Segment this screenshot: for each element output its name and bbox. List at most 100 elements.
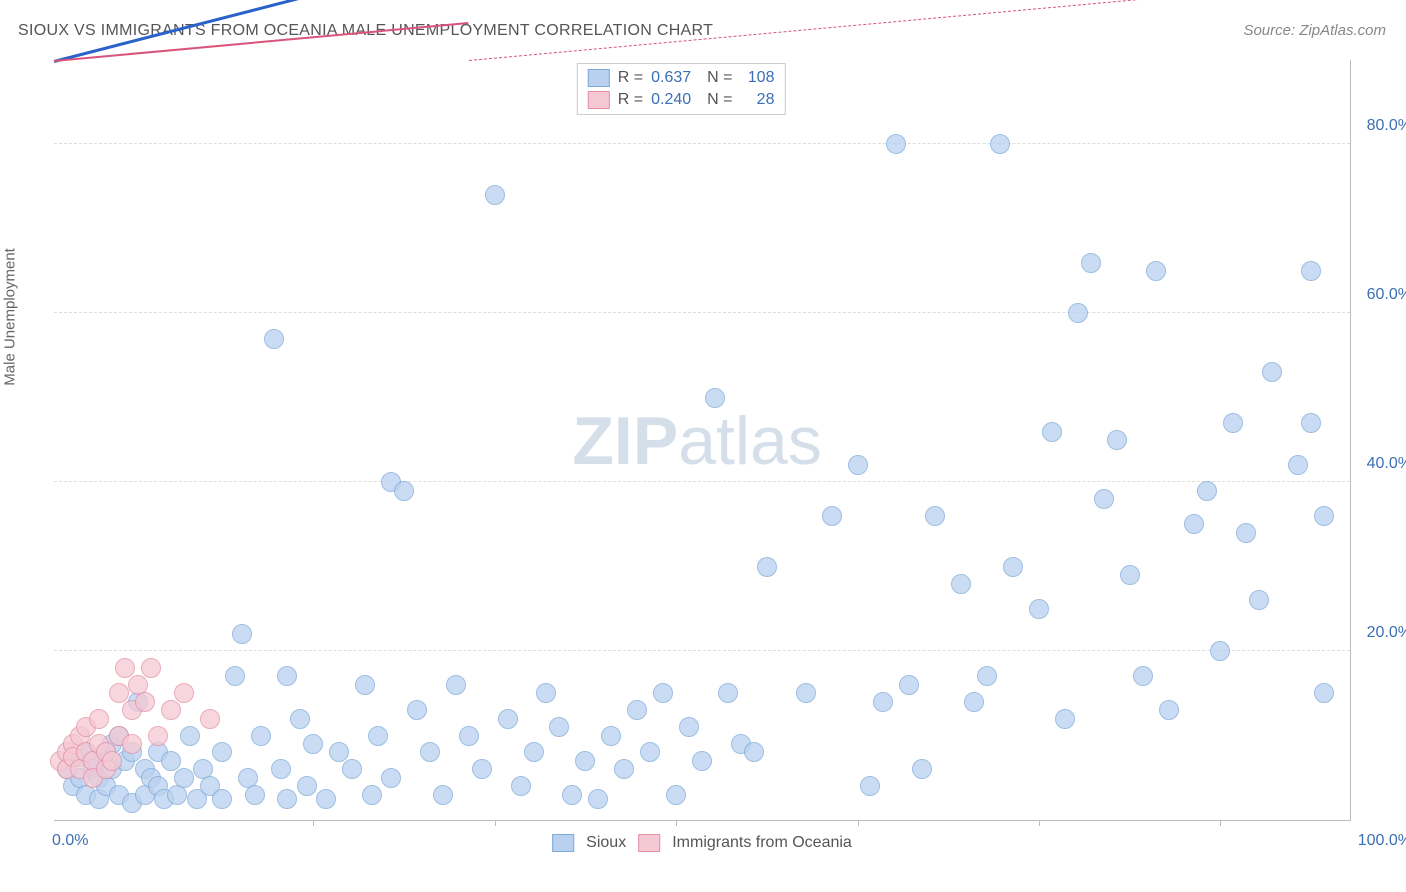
data-point-oceania bbox=[200, 709, 220, 729]
data-point-sioux bbox=[718, 683, 738, 703]
data-point-oceania bbox=[109, 683, 129, 703]
data-point-sioux bbox=[407, 700, 427, 720]
data-point-sioux bbox=[485, 185, 505, 205]
r-value: 0.637 bbox=[651, 67, 699, 89]
data-point-sioux bbox=[1107, 430, 1127, 450]
data-point-sioux bbox=[524, 742, 544, 762]
legend-swatch bbox=[588, 91, 610, 109]
data-point-oceania bbox=[174, 683, 194, 703]
source-attribution: Source: ZipAtlas.com bbox=[1243, 22, 1386, 39]
n-label: N = bbox=[707, 89, 732, 111]
data-point-sioux bbox=[1120, 565, 1140, 585]
data-point-sioux bbox=[575, 751, 595, 771]
correlation-legend: R =0.637N =108R =0.240N =28 bbox=[577, 63, 786, 115]
data-point-sioux bbox=[277, 666, 297, 686]
r-value: 0.240 bbox=[651, 89, 699, 111]
r-label: R = bbox=[618, 89, 643, 111]
x-tick-label-min: 0.0% bbox=[52, 832, 88, 850]
scatter-chart: ZIPatlas R =0.637N =108R =0.240N =28 0.0… bbox=[54, 60, 1351, 821]
data-point-sioux bbox=[251, 726, 271, 746]
data-point-sioux bbox=[459, 726, 479, 746]
data-point-sioux bbox=[420, 742, 440, 762]
data-point-sioux bbox=[1262, 362, 1282, 382]
data-point-sioux bbox=[692, 751, 712, 771]
data-point-sioux bbox=[562, 785, 582, 805]
data-point-sioux bbox=[1288, 455, 1308, 475]
y-axis-label: Male Unemployment bbox=[2, 248, 19, 386]
data-point-sioux bbox=[1210, 641, 1230, 661]
data-point-sioux bbox=[394, 481, 414, 501]
data-point-sioux bbox=[912, 759, 932, 779]
legend-label: Immigrants from Oceania bbox=[672, 834, 852, 852]
legend-swatch bbox=[588, 69, 610, 87]
y-tick-label: 20.0% bbox=[1367, 624, 1406, 642]
x-tick-label-max: 100.0% bbox=[1358, 832, 1406, 850]
data-point-sioux bbox=[601, 726, 621, 746]
data-point-sioux bbox=[653, 683, 673, 703]
data-point-oceania bbox=[161, 700, 181, 720]
data-point-sioux bbox=[848, 455, 868, 475]
data-point-oceania bbox=[122, 734, 142, 754]
data-point-sioux bbox=[1133, 666, 1153, 686]
data-point-sioux bbox=[705, 388, 725, 408]
data-point-sioux bbox=[1301, 413, 1321, 433]
watermark-atlas: atlas bbox=[678, 403, 822, 479]
legend-swatch bbox=[638, 834, 660, 852]
x-tick bbox=[313, 820, 314, 826]
data-point-sioux bbox=[381, 768, 401, 788]
gridline bbox=[54, 143, 1350, 144]
gridline bbox=[54, 481, 1350, 482]
data-point-sioux bbox=[368, 726, 388, 746]
data-point-sioux bbox=[822, 506, 842, 526]
data-point-sioux bbox=[1159, 700, 1179, 720]
data-point-oceania bbox=[141, 658, 161, 678]
data-point-sioux bbox=[951, 574, 971, 594]
data-point-sioux bbox=[472, 759, 492, 779]
legend-swatch bbox=[552, 834, 574, 852]
data-point-sioux bbox=[355, 675, 375, 695]
data-point-sioux bbox=[899, 675, 919, 695]
data-point-sioux bbox=[180, 726, 200, 746]
data-point-sioux bbox=[614, 759, 634, 779]
data-point-sioux bbox=[498, 709, 518, 729]
data-point-sioux bbox=[1314, 506, 1334, 526]
data-point-sioux bbox=[277, 789, 297, 809]
data-point-sioux bbox=[1029, 599, 1049, 619]
data-point-sioux bbox=[757, 557, 777, 577]
data-point-sioux bbox=[627, 700, 647, 720]
data-point-sioux bbox=[977, 666, 997, 686]
data-point-sioux bbox=[666, 785, 686, 805]
data-point-sioux bbox=[744, 742, 764, 762]
data-point-sioux bbox=[536, 683, 556, 703]
data-point-sioux bbox=[873, 692, 893, 712]
n-value: 28 bbox=[740, 89, 774, 111]
gridline bbox=[54, 650, 1350, 651]
data-point-sioux bbox=[433, 785, 453, 805]
gridline bbox=[54, 312, 1350, 313]
data-point-oceania bbox=[102, 751, 122, 771]
data-point-sioux bbox=[679, 717, 699, 737]
data-point-sioux bbox=[271, 759, 291, 779]
data-point-sioux bbox=[511, 776, 531, 796]
data-point-sioux bbox=[174, 768, 194, 788]
data-point-sioux bbox=[1081, 253, 1101, 273]
x-tick bbox=[858, 820, 859, 826]
data-point-sioux bbox=[1003, 557, 1023, 577]
data-point-sioux bbox=[264, 329, 284, 349]
legend-label: Sioux bbox=[586, 834, 626, 852]
data-point-sioux bbox=[1223, 413, 1243, 433]
legend-row: R =0.637N =108 bbox=[588, 67, 775, 89]
data-point-sioux bbox=[549, 717, 569, 737]
data-point-sioux bbox=[225, 666, 245, 686]
y-tick-label: 40.0% bbox=[1367, 455, 1406, 473]
data-point-oceania bbox=[115, 658, 135, 678]
data-point-sioux bbox=[1184, 514, 1204, 534]
data-point-sioux bbox=[1094, 489, 1114, 509]
n-value: 108 bbox=[740, 67, 774, 89]
data-point-sioux bbox=[161, 751, 181, 771]
n-label: N = bbox=[707, 67, 732, 89]
data-point-sioux bbox=[964, 692, 984, 712]
data-point-sioux bbox=[1042, 422, 1062, 442]
data-point-sioux bbox=[1314, 683, 1334, 703]
data-point-sioux bbox=[1055, 709, 1075, 729]
